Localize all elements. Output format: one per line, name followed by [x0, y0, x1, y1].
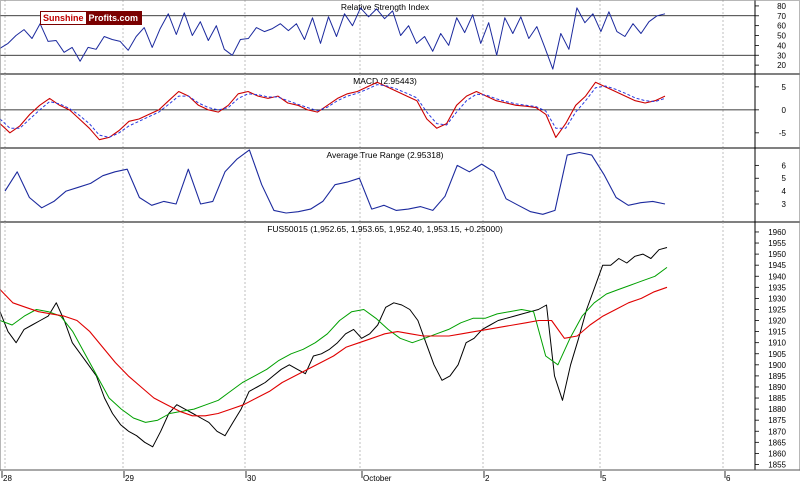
rsi-ytick-label: 30	[777, 51, 786, 60]
rsi-panel-title: Relative Strength Index	[341, 2, 430, 12]
price-ytick-label: 1870	[768, 427, 786, 436]
brand-watermark: Sunshine Profits.com	[40, 11, 143, 25]
price-ytick-label: 1955	[768, 239, 786, 248]
price-ytick-label: 1960	[768, 228, 786, 237]
price-ytick-label: 1895	[768, 372, 786, 381]
x-tick-label: 2	[485, 474, 490, 483]
price-ytick-label: 1885	[768, 394, 786, 403]
price-ytick-label: 1910	[768, 339, 786, 348]
price-ytick-label: 1945	[768, 261, 786, 270]
price-ytick-label: 1930	[768, 294, 786, 303]
atr-ytick-label: 6	[782, 161, 787, 170]
brand-sunshine: Sunshine	[41, 12, 86, 24]
price-ytick-label: 1855	[768, 460, 786, 469]
price-series-1-line	[0, 247, 668, 448]
rsi-ytick-label: 70	[777, 12, 786, 21]
atr-panel-title: Average True Range (2.95318)	[326, 150, 443, 160]
x-tick-label: 30	[247, 474, 256, 483]
macd-ytick-label: 5	[782, 83, 787, 92]
rsi-ytick-label: 50	[777, 32, 786, 41]
macd-series-1-line	[0, 81, 666, 141]
price-ytick-label: 1935	[768, 283, 786, 292]
atr-ytick-label: 3	[782, 200, 787, 209]
macd-ytick-label: 0	[782, 106, 787, 115]
atr-ytick-label: 5	[782, 174, 787, 183]
macd-panel-title: MACD (2.95443)	[353, 76, 417, 86]
x-tick-label: 29	[125, 474, 134, 483]
price-ytick-label: 1920	[768, 317, 786, 326]
x-tick-label: 28	[3, 474, 12, 483]
x-tick-label: 5	[602, 474, 607, 483]
macd-panel: 5 0 -5 MACD (2.95443)	[0, 74, 800, 149]
macd-ytick-label: -5	[779, 129, 787, 138]
price-ytick-label: 1940	[768, 272, 786, 281]
rsi-series-1-line	[0, 7, 666, 70]
price-ytick-label: 1915	[768, 328, 786, 337]
price-ytick-label: 1865	[768, 438, 786, 447]
atr-series-1-line	[4, 149, 666, 215]
price-series-2-line	[0, 266, 668, 423]
rsi-ytick-label: 60	[777, 22, 786, 31]
rsi-ytick-label: 40	[777, 41, 786, 50]
macd-series-2-line	[0, 84, 666, 138]
x-tick-label: 6	[726, 474, 731, 483]
rsi-ytick-label: 80	[777, 2, 786, 11]
brand-profits: Profits.com	[85, 12, 142, 24]
price-ytick-label: 1925	[768, 305, 786, 314]
price-ytick-label: 1950	[768, 250, 786, 259]
price-panel: 1960 1955 1950 1945 1940 1935 1930 1925 1920 1915…	[0, 222, 800, 471]
atr-ytick-label: 4	[782, 187, 787, 196]
price-ytick-label: 1860	[768, 449, 786, 458]
price-series-3-line	[0, 286, 668, 417]
x-tick-label: October	[363, 474, 392, 483]
atr-panel: 6 5 4 3 Average True Range (2.95318)	[0, 148, 800, 223]
price-ytick-label: 1900	[768, 361, 786, 370]
price-ytick-label: 1880	[768, 405, 786, 414]
rsi-ytick-label: 20	[777, 61, 786, 70]
price-ytick-label: 1875	[768, 416, 786, 425]
price-ytick-label: 1890	[768, 383, 786, 392]
chart-frame	[0, 0, 800, 471]
price-ytick-label: 1905	[768, 350, 786, 359]
price-panel-title: FUS50015 (1,952.65, 1,953.65, 1,952.40, …	[267, 224, 503, 234]
